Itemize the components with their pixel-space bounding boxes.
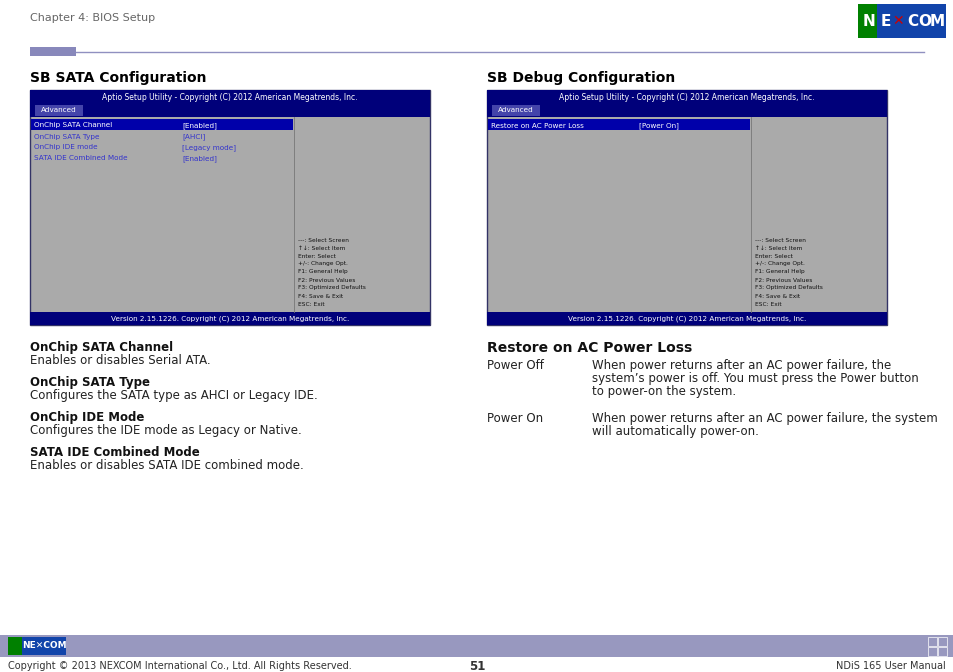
Text: M: M — [928, 13, 943, 28]
Text: ---: Select Screen: ---: Select Screen — [297, 237, 349, 243]
Text: Enter: Select: Enter: Select — [297, 253, 335, 259]
Text: Configures the IDE mode as Legacy or Native.: Configures the IDE mode as Legacy or Nat… — [30, 424, 301, 437]
Bar — [927, 637, 936, 646]
Bar — [492, 105, 539, 116]
Text: OnChip SATA Type: OnChip SATA Type — [34, 134, 99, 140]
Text: Restore on AC Power Loss: Restore on AC Power Loss — [491, 122, 583, 128]
Text: NE✕COM: NE✕COM — [22, 642, 67, 650]
Bar — [8, 637, 22, 655]
Text: OnChip SATA Channel: OnChip SATA Channel — [34, 122, 112, 128]
Bar — [30, 104, 430, 117]
Text: Enter: Select: Enter: Select — [754, 253, 792, 259]
Text: Restore on AC Power Loss: Restore on AC Power Loss — [486, 341, 692, 355]
Text: O: O — [918, 13, 930, 28]
Text: will automatically power-on.: will automatically power-on. — [592, 425, 758, 438]
Bar — [877, 4, 945, 38]
Text: F2: Previous Values: F2: Previous Values — [297, 278, 355, 282]
Text: +/-: Change Opt.: +/-: Change Opt. — [297, 261, 348, 267]
Text: Version 2.15.1226. Copyright (C) 2012 American Megatrends, Inc.: Version 2.15.1226. Copyright (C) 2012 Am… — [567, 315, 805, 322]
Bar — [486, 90, 886, 325]
Bar — [22, 637, 66, 655]
Text: F2: Previous Values: F2: Previous Values — [754, 278, 812, 282]
Text: Enables or disables SATA IDE combined mode.: Enables or disables SATA IDE combined mo… — [30, 459, 303, 472]
Bar — [937, 647, 946, 656]
Text: [Enabled]: [Enabled] — [182, 122, 216, 129]
Bar — [30, 90, 430, 325]
Text: SB Debug Configuration: SB Debug Configuration — [486, 71, 675, 85]
Text: Aptio Setup Utility - Copyright (C) 2012 American Megatrends, Inc.: Aptio Setup Utility - Copyright (C) 2012… — [558, 93, 814, 101]
Text: Chapter 4: BIOS Setup: Chapter 4: BIOS Setup — [30, 13, 155, 23]
Text: ✕: ✕ — [892, 14, 903, 28]
Bar — [35, 105, 83, 116]
Text: F4: Save & Exit: F4: Save & Exit — [754, 294, 800, 298]
Text: Copyright © 2013 NEXCOM International Co., Ltd. All Rights Reserved.: Copyright © 2013 NEXCOM International Co… — [8, 661, 352, 671]
Text: Advanced: Advanced — [41, 108, 77, 114]
Text: OnChip SATA Type: OnChip SATA Type — [30, 376, 150, 389]
Text: Configures the SATA type as AHCI or Legacy IDE.: Configures the SATA type as AHCI or Lega… — [30, 389, 317, 402]
Text: NDiS 165 User Manual: NDiS 165 User Manual — [836, 661, 945, 671]
Text: [Enabled]: [Enabled] — [182, 155, 216, 162]
Text: When power returns after an AC power failure, the system: When power returns after an AC power fai… — [592, 412, 937, 425]
Bar — [30, 47, 76, 56]
Bar — [927, 647, 936, 656]
Bar — [30, 119, 293, 130]
Text: F4: Save & Exit: F4: Save & Exit — [297, 294, 343, 298]
Text: system’s power is off. You must press the Power button: system’s power is off. You must press th… — [592, 372, 918, 385]
Text: F1: General Help: F1: General Help — [754, 269, 804, 274]
Text: ESC: Exit: ESC: Exit — [297, 302, 324, 306]
Text: Power Off: Power Off — [486, 359, 543, 372]
Text: ---: Select Screen: ---: Select Screen — [754, 237, 805, 243]
Text: Enables or disables Serial ATA.: Enables or disables Serial ATA. — [30, 354, 211, 367]
Text: OnChip SATA Channel: OnChip SATA Channel — [30, 341, 172, 354]
Text: [Power On]: [Power On] — [639, 122, 679, 129]
Text: F3: Optimized Defaults: F3: Optimized Defaults — [754, 286, 822, 290]
Text: ↑↓: Select Item: ↑↓: Select Item — [754, 245, 801, 251]
Text: ESC: Exit: ESC: Exit — [754, 302, 781, 306]
Text: Advanced: Advanced — [497, 108, 534, 114]
Text: SATA IDE Combined Mode: SATA IDE Combined Mode — [30, 446, 199, 459]
Text: F1: General Help: F1: General Help — [297, 269, 348, 274]
Text: N: N — [862, 13, 874, 28]
Bar — [488, 119, 749, 130]
Text: E: E — [880, 13, 890, 28]
Text: Power On: Power On — [486, 412, 542, 425]
Text: SATA IDE Combined Mode: SATA IDE Combined Mode — [34, 155, 128, 161]
Text: to power-on the system.: to power-on the system. — [592, 385, 736, 398]
Bar — [30, 90, 430, 104]
Text: Version 2.15.1226. Copyright (C) 2012 American Megatrends, Inc.: Version 2.15.1226. Copyright (C) 2012 Am… — [111, 315, 349, 322]
Text: When power returns after an AC power failure, the: When power returns after an AC power fai… — [592, 359, 890, 372]
Bar — [937, 637, 946, 646]
Bar — [486, 90, 886, 104]
Bar — [857, 4, 877, 38]
Bar — [486, 312, 886, 325]
Bar — [486, 104, 886, 117]
Text: SB SATA Configuration: SB SATA Configuration — [30, 71, 206, 85]
Text: ↑↓: Select Item: ↑↓: Select Item — [297, 245, 345, 251]
Text: OnChip IDE Mode: OnChip IDE Mode — [30, 411, 144, 424]
Text: [Legacy mode]: [Legacy mode] — [182, 144, 235, 151]
Bar — [30, 312, 430, 325]
Text: +/-: Change Opt.: +/-: Change Opt. — [754, 261, 804, 267]
Bar — [0, 635, 953, 657]
Text: 51: 51 — [468, 659, 485, 672]
Text: [AHCI]: [AHCI] — [182, 133, 205, 140]
Text: OnChip IDE mode: OnChip IDE mode — [34, 144, 97, 151]
Text: C: C — [906, 13, 917, 28]
Text: F3: Optimized Defaults: F3: Optimized Defaults — [297, 286, 366, 290]
Text: Aptio Setup Utility - Copyright (C) 2012 American Megatrends, Inc.: Aptio Setup Utility - Copyright (C) 2012… — [102, 93, 357, 101]
